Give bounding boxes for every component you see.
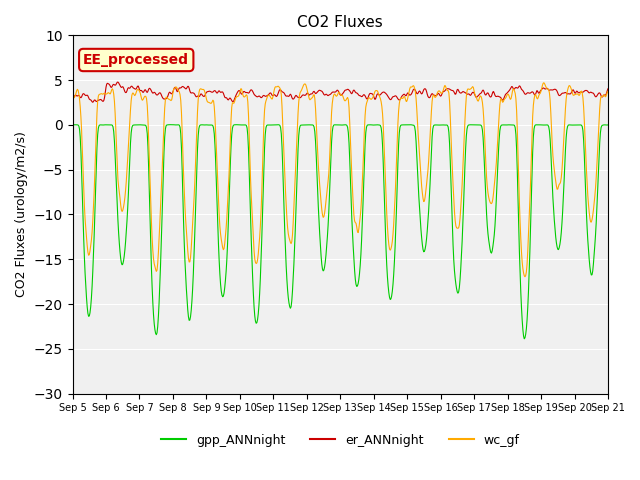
gpp_ANNnight — [426, 182, 434, 188]
wc_gf — [396, 101, 403, 107]
Title: CO2 Fluxes: CO2 Fluxes — [298, 15, 383, 30]
wc_gf — [521, 274, 529, 280]
Line: gpp_ANNnight: gpp_ANNnight — [72, 125, 608, 339]
wc_gf — [276, 87, 284, 93]
Text: EE_processed: EE_processed — [83, 53, 189, 67]
wc_gf — [426, 147, 433, 153]
gpp_ANNnight — [257, 257, 265, 263]
wc_gf — [230, 100, 237, 106]
gpp_ANNnight — [604, 122, 612, 128]
gpp_ANNnight — [396, 124, 404, 130]
wc_gf — [132, 92, 140, 98]
er_ANNnight — [604, 86, 612, 92]
gpp_ANNnight — [278, 131, 285, 137]
Line: er_ANNnight: er_ANNnight — [72, 82, 608, 102]
er_ANNnight — [258, 95, 266, 100]
er_ANNnight — [278, 89, 286, 95]
er_ANNnight — [68, 95, 76, 101]
er_ANNnight — [89, 99, 97, 105]
gpp_ANNnight — [230, 122, 238, 128]
gpp_ANNnight — [68, 122, 76, 128]
gpp_ANNnight — [520, 336, 528, 342]
er_ANNnight — [114, 79, 122, 85]
er_ANNnight — [397, 96, 404, 101]
wc_gf — [604, 88, 612, 94]
wc_gf — [540, 80, 548, 85]
er_ANNnight — [133, 85, 141, 91]
Y-axis label: CO2 Fluxes (urology/m2/s): CO2 Fluxes (urology/m2/s) — [15, 132, 28, 298]
wc_gf — [68, 95, 76, 101]
Legend: gpp_ANNnight, er_ANNnight, wc_gf: gpp_ANNnight, er_ANNnight, wc_gf — [156, 429, 525, 452]
wc_gf — [257, 223, 264, 229]
gpp_ANNnight — [132, 122, 140, 128]
Line: wc_gf: wc_gf — [72, 83, 608, 277]
gpp_ANNnight — [168, 122, 175, 128]
er_ANNnight — [427, 93, 435, 99]
er_ANNnight — [232, 94, 239, 100]
